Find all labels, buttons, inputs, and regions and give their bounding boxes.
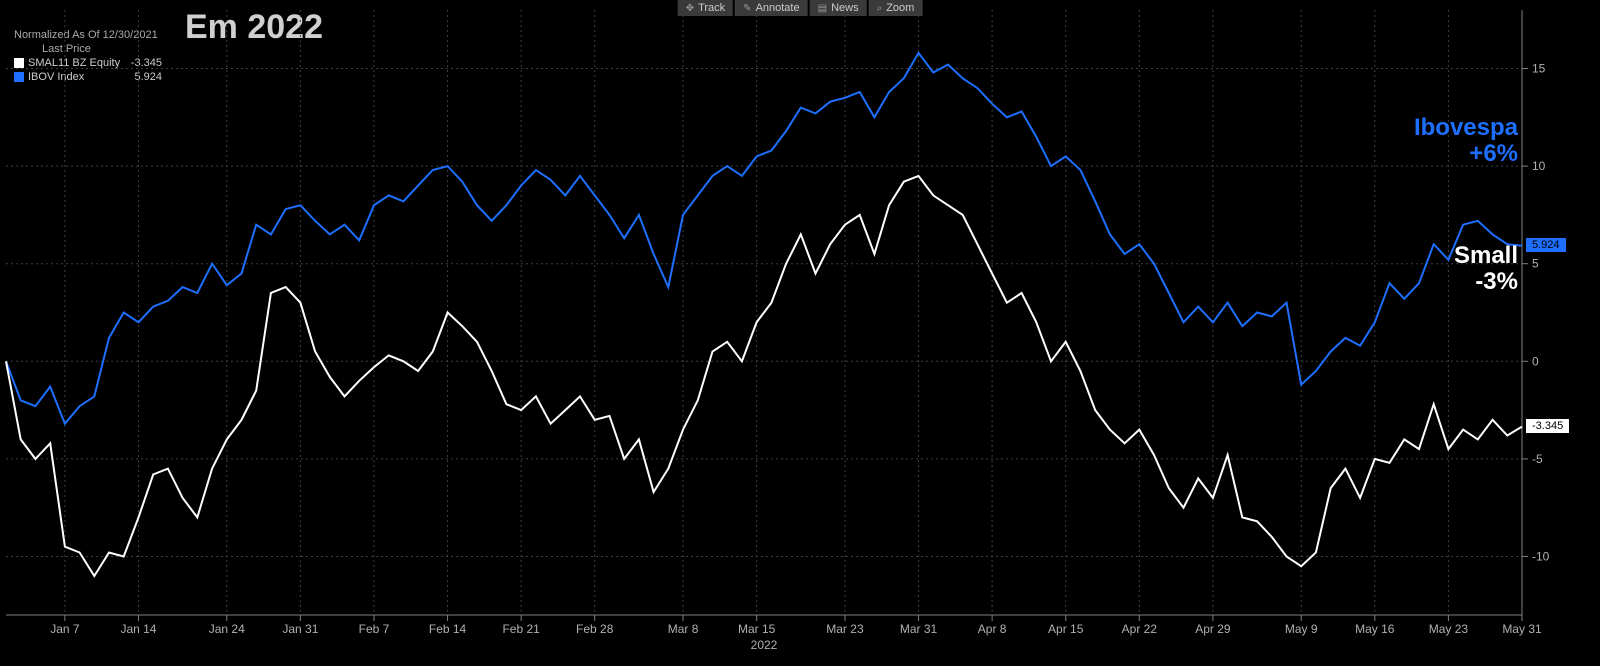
svg-text:Apr 29: Apr 29	[1195, 622, 1231, 636]
news-button[interactable]: ▤ News	[810, 0, 867, 16]
svg-text:0: 0	[1532, 354, 1539, 368]
svg-text:2022: 2022	[751, 638, 778, 652]
track-button[interactable]: ✥ Track	[678, 0, 733, 16]
svg-text:Feb 7: Feb 7	[359, 622, 390, 636]
svg-text:Apr 15: Apr 15	[1048, 622, 1084, 636]
svg-text:Jan 7: Jan 7	[50, 622, 80, 636]
svg-text:-5: -5	[1532, 452, 1543, 466]
zoom-button[interactable]: ⌕ Zoom	[869, 0, 923, 16]
svg-text:10: 10	[1532, 159, 1546, 173]
news-label: News	[831, 2, 859, 14]
svg-text:May 31: May 31	[1502, 622, 1542, 636]
svg-text:5: 5	[1532, 257, 1539, 271]
annotate-label: Annotate	[756, 2, 800, 14]
svg-text:Feb 21: Feb 21	[502, 622, 540, 636]
annotate-button[interactable]: ✎ Annotate	[735, 0, 807, 16]
chart-annotation: Small-3%	[1454, 243, 1518, 296]
news-icon: ▤	[818, 3, 827, 14]
svg-text:Mar 23: Mar 23	[826, 622, 864, 636]
value-flag: -3.345	[1526, 419, 1569, 433]
chart-container: ✥ Track ✎ Annotate ▤ News ⌕ Zoom Em 2022…	[0, 0, 1600, 666]
chart-toolbar: ✥ Track ✎ Annotate ▤ News ⌕ Zoom	[678, 0, 923, 16]
chart-annotation: Ibovespa+6%	[1414, 115, 1518, 168]
svg-text:Jan 24: Jan 24	[209, 622, 245, 636]
svg-text:-10: -10	[1532, 549, 1550, 563]
svg-text:May 23: May 23	[1429, 622, 1469, 636]
svg-text:Mar 8: Mar 8	[668, 622, 699, 636]
crosshair-icon: ✥	[686, 3, 694, 14]
svg-text:Apr 8: Apr 8	[978, 622, 1007, 636]
svg-text:May 9: May 9	[1285, 622, 1318, 636]
value-flag: 5.924	[1526, 238, 1566, 252]
svg-text:Mar 15: Mar 15	[738, 622, 776, 636]
svg-text:Jan 31: Jan 31	[282, 622, 318, 636]
svg-text:Mar 31: Mar 31	[900, 622, 938, 636]
chart-plot: -10 -5 0 5 10 15 Jan 7 Jan 14 Jan 24 Jan 31 Feb 7 F…	[0, 0, 1600, 666]
zoom-icon: ⌕	[877, 3, 883, 14]
zoom-label: Zoom	[886, 2, 914, 14]
svg-text:May 16: May 16	[1355, 622, 1395, 636]
svg-text:Jan 14: Jan 14	[120, 622, 156, 636]
svg-text:Apr 22: Apr 22	[1122, 622, 1158, 636]
svg-text:15: 15	[1532, 62, 1546, 76]
svg-text:Feb 14: Feb 14	[429, 622, 467, 636]
pencil-icon: ✎	[743, 3, 751, 14]
svg-text:Feb 28: Feb 28	[576, 622, 614, 636]
track-label: Track	[698, 2, 725, 14]
